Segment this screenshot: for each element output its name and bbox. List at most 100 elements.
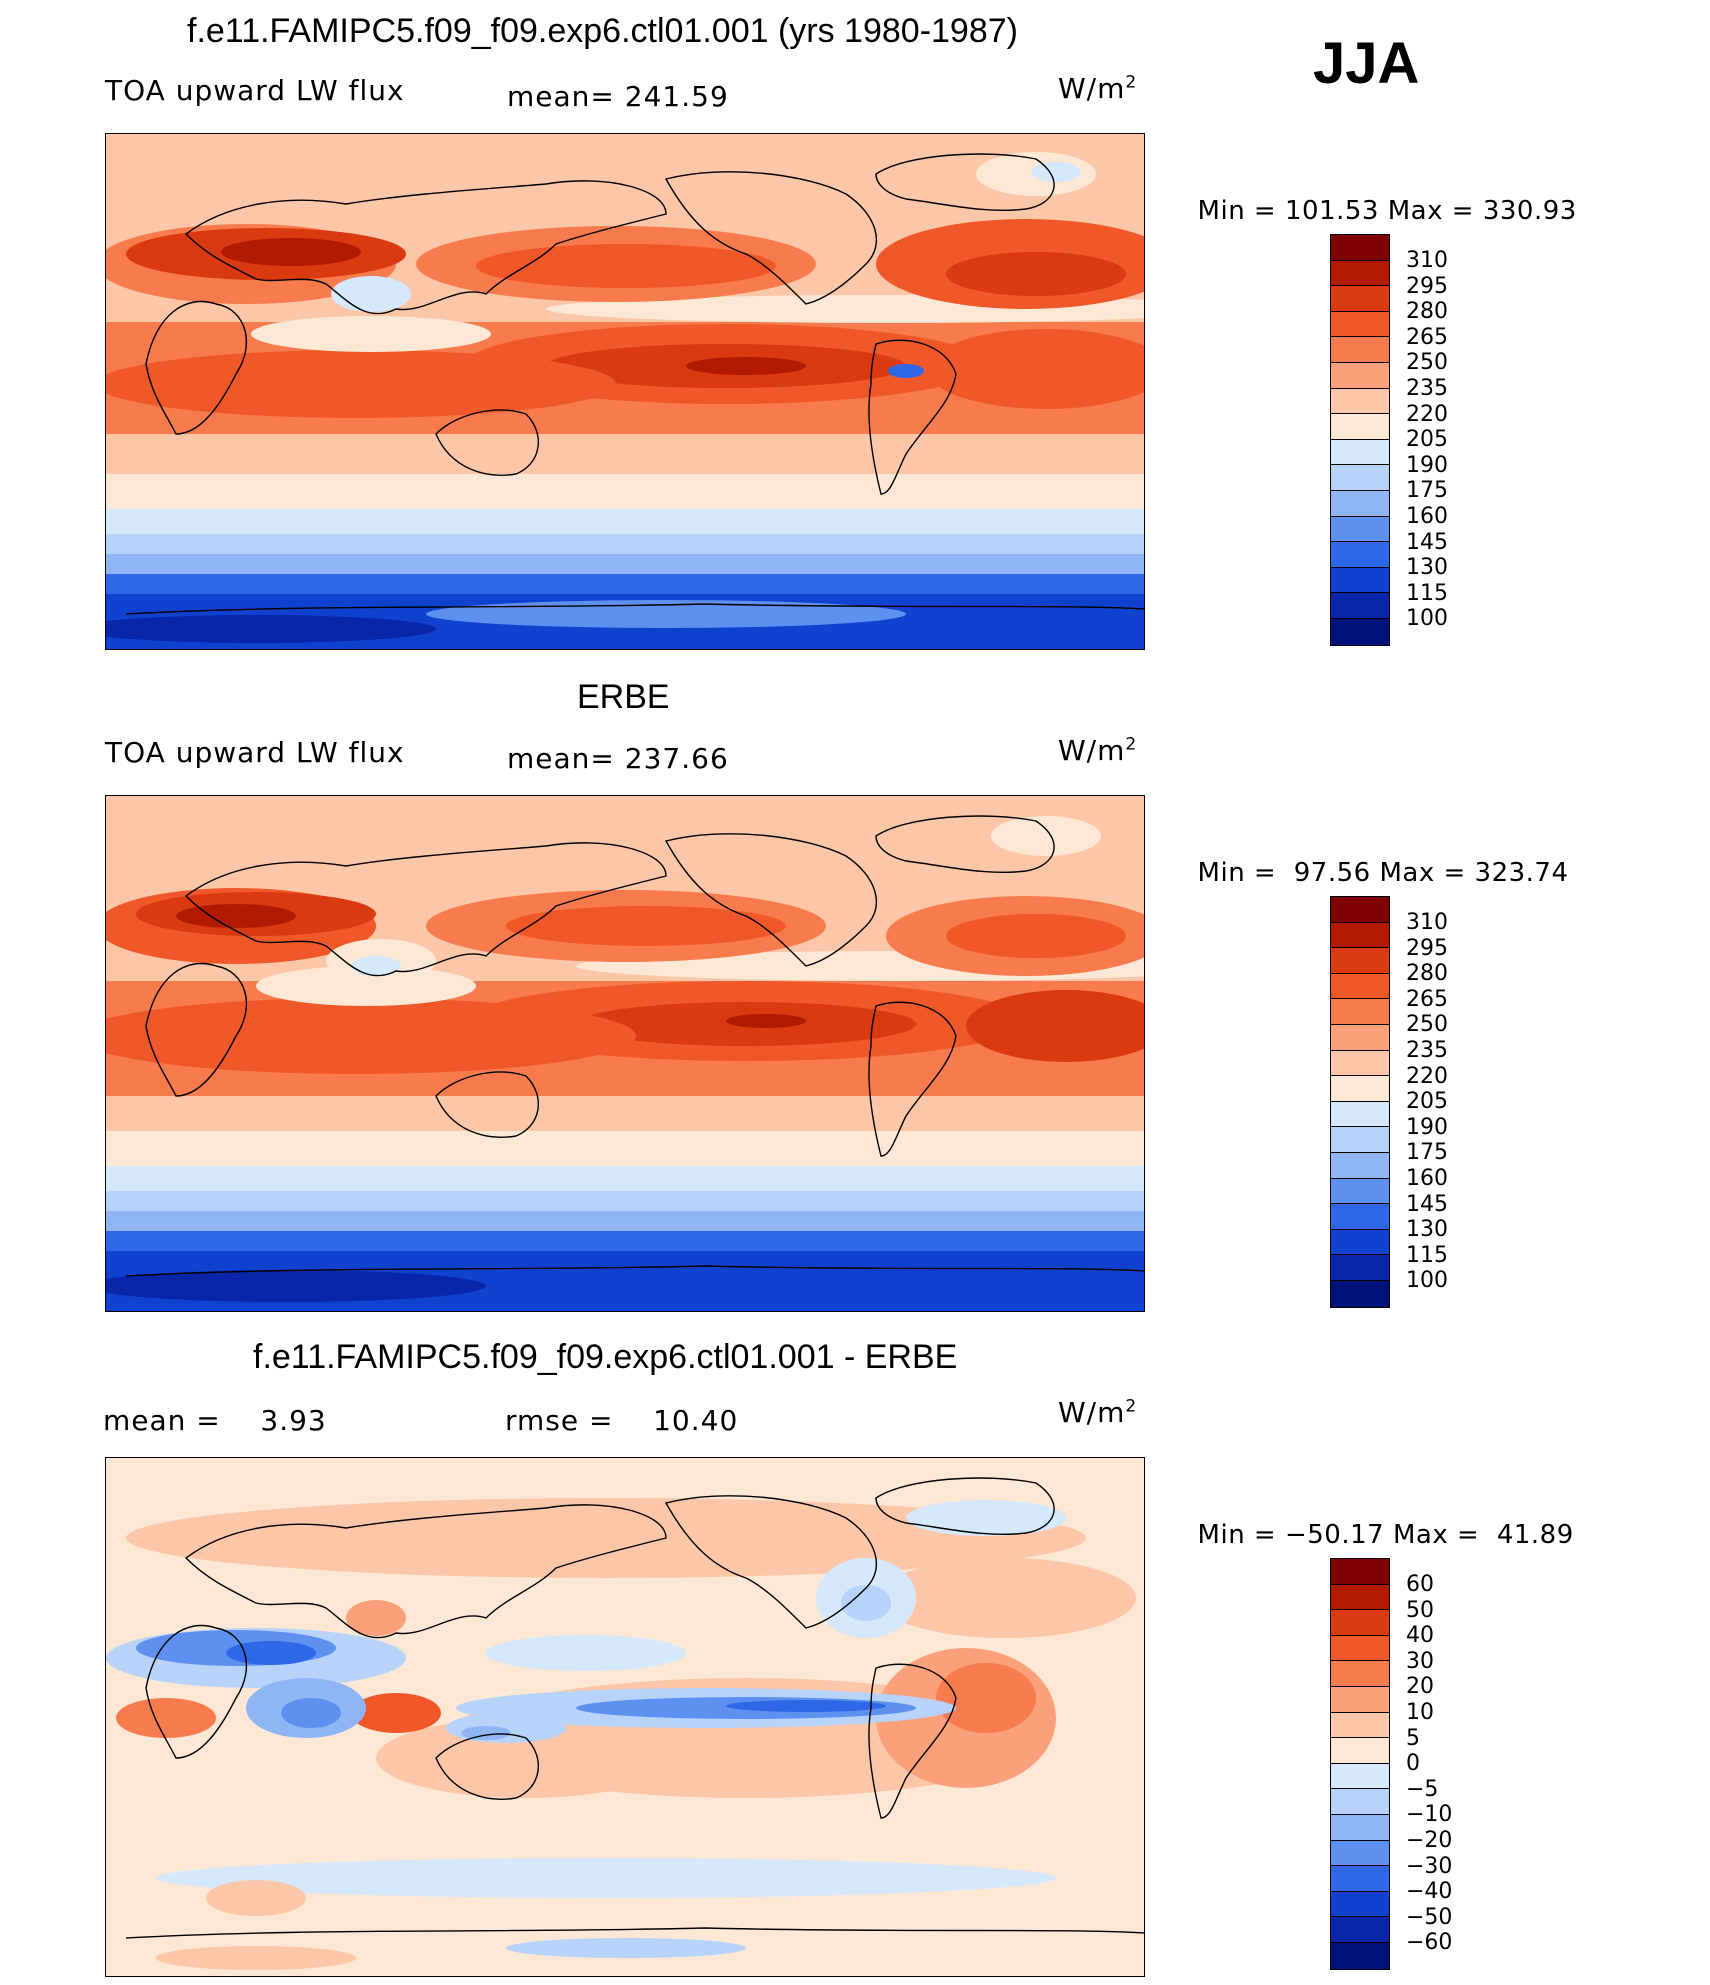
panel1-mean: mean= 241.59: [507, 80, 729, 113]
colorbar-cell: [1331, 1101, 1389, 1128]
colorbar-cell: [1331, 465, 1389, 491]
colorbar-cell: [1331, 311, 1389, 338]
colorbar-tick: 205: [1406, 427, 1448, 453]
season-label: JJA: [1313, 31, 1420, 96]
colorbar-cell: [1331, 1127, 1389, 1153]
colorbar-cell: [1331, 948, 1389, 974]
panel3-mean: mean = 3.93: [103, 1404, 327, 1437]
colorbar-cell: [1331, 1814, 1389, 1841]
colorbar-tick: 50: [1406, 1597, 1434, 1623]
colorbar-cell: [1331, 1866, 1389, 1892]
panel3-title: f.e11.FAMIPC5.f09_f09.exp6.ctl01.001 - E…: [253, 1338, 958, 1376]
colorbar-tick: −60: [1406, 1930, 1453, 1956]
panel1-mean-label: mean=: [507, 80, 615, 113]
colorbar-cell: [1331, 1610, 1389, 1636]
colorbar-cell: [1331, 542, 1389, 568]
colorbar-tick: 265: [1406, 324, 1448, 350]
colorbar-cell: [1331, 618, 1389, 645]
panel3-min-label: Min =: [1197, 1520, 1277, 1550]
colorbar-tick: 250: [1406, 1012, 1448, 1038]
colorbar-cell: [1331, 439, 1389, 466]
colorbar-tick: 235: [1406, 1038, 1448, 1063]
panel1-min-label: Min =: [1197, 196, 1277, 226]
colorbar-cell: [1331, 260, 1389, 287]
colorbar-tick: 0: [1406, 1751, 1420, 1777]
colorbar-tick: 10: [1406, 1700, 1434, 1725]
colorbar-tick: 115: [1406, 580, 1448, 606]
colorbar-cell: [1331, 1280, 1389, 1307]
colorbar-cell: [1331, 1712, 1389, 1739]
panel1-minmax: Min = 101.53 Max = 330.93: [1180, 166, 1577, 226]
colorbar-cell: [1331, 999, 1389, 1025]
panel2-units-base: W/m: [1058, 734, 1126, 767]
colorbar-cell: [1331, 1024, 1389, 1051]
panel1-map: [105, 133, 1145, 650]
colorbar-cell: [1331, 593, 1389, 619]
colorbar-cell: [1331, 1204, 1389, 1230]
colorbar-tick: 310: [1406, 910, 1448, 935]
colorbar-tick: 280: [1406, 961, 1448, 987]
colorbar-tick: 190: [1406, 452, 1448, 478]
colorbar-tick: 205: [1406, 1089, 1448, 1115]
colorbar-tick: 175: [1406, 478, 1448, 504]
colorbar-cell: [1331, 1584, 1389, 1611]
colorbar-tick: 145: [1406, 1191, 1448, 1217]
colorbar-tick: 220: [1406, 1063, 1448, 1089]
panel1-min-value: 101.53: [1284, 196, 1379, 226]
panel1-variable: TOA upward LW flux: [105, 74, 405, 107]
colorbar-tick: −10: [1406, 1802, 1453, 1828]
panel2-units-exp: 2: [1125, 734, 1138, 755]
colorbar-tick: 130: [1406, 1217, 1448, 1243]
panel3-max-label: Max =: [1392, 1520, 1480, 1550]
panel2-colorbar: [1330, 896, 1390, 1308]
colorbar-tick: 160: [1406, 1166, 1448, 1191]
panel3-min-value: −50.17: [1284, 1520, 1385, 1550]
panel2-min-label: Min =: [1197, 858, 1277, 888]
panel1-mean-value: 241.59: [624, 80, 729, 113]
panel1-max-label: Max =: [1387, 196, 1475, 226]
colorbar-tick: 100: [1406, 1268, 1448, 1294]
panel2-max-value: 323.74: [1474, 858, 1569, 888]
colorbar-tick: −5: [1406, 1776, 1439, 1802]
panel2-minmax: Min = 97.56 Max = 323.74: [1180, 828, 1569, 888]
colorbar-tick: 40: [1406, 1623, 1434, 1649]
colorbar-tick: 5: [1406, 1725, 1420, 1751]
panel3-mean-label: mean =: [103, 1404, 221, 1437]
colorbar-tick: 310: [1406, 248, 1448, 273]
panel2-variable: TOA upward LW flux: [105, 736, 405, 769]
panel3-minmax: Min = −50.17 Max = 41.89: [1180, 1490, 1574, 1550]
colorbar-cell: [1331, 1763, 1389, 1790]
colorbar-cell: [1331, 922, 1389, 949]
colorbar-cell: [1331, 1255, 1389, 1281]
panel2-mean-value: 237.66: [624, 742, 729, 775]
panel2-units: W/m2: [1058, 734, 1137, 767]
colorbar-tick: 30: [1406, 1648, 1434, 1674]
panel2-title: ERBE: [577, 678, 670, 716]
panel1-units-base: W/m: [1058, 72, 1126, 105]
colorbar-cell: [1331, 1559, 1389, 1585]
panel1-units-exp: 2: [1125, 72, 1138, 93]
colorbar-cell: [1331, 567, 1389, 594]
panel2-min-value: 97.56: [1293, 858, 1371, 888]
colorbar-tick: 250: [1406, 350, 1448, 376]
panel3-mean-value: 3.93: [260, 1404, 327, 1437]
colorbar-cell: [1331, 1942, 1389, 1969]
panel3-map: [105, 1457, 1145, 1977]
colorbar-tick: 235: [1406, 376, 1448, 401]
panel2-mean: mean= 237.66: [507, 742, 729, 775]
colorbar-cell: [1331, 1917, 1389, 1943]
colorbar-cell: [1331, 490, 1389, 517]
colorbar-tick: 20: [1406, 1674, 1434, 1700]
panel1-units: W/m2: [1058, 72, 1137, 105]
colorbar-cell: [1331, 897, 1389, 923]
colorbar-tick: 265: [1406, 986, 1448, 1012]
colorbar-tick: 60: [1406, 1572, 1434, 1597]
panel3-max-value: 41.89: [1496, 1520, 1574, 1550]
panel2-max-label: Max =: [1379, 858, 1466, 888]
colorbar-tick: 175: [1406, 1140, 1448, 1166]
colorbar-tick: 190: [1406, 1114, 1448, 1140]
colorbar-cell: [1331, 388, 1389, 415]
panel2-mean-label: mean=: [507, 742, 615, 775]
panel2-map: [105, 795, 1145, 1312]
panel1-max-value: 330.93: [1482, 196, 1577, 226]
